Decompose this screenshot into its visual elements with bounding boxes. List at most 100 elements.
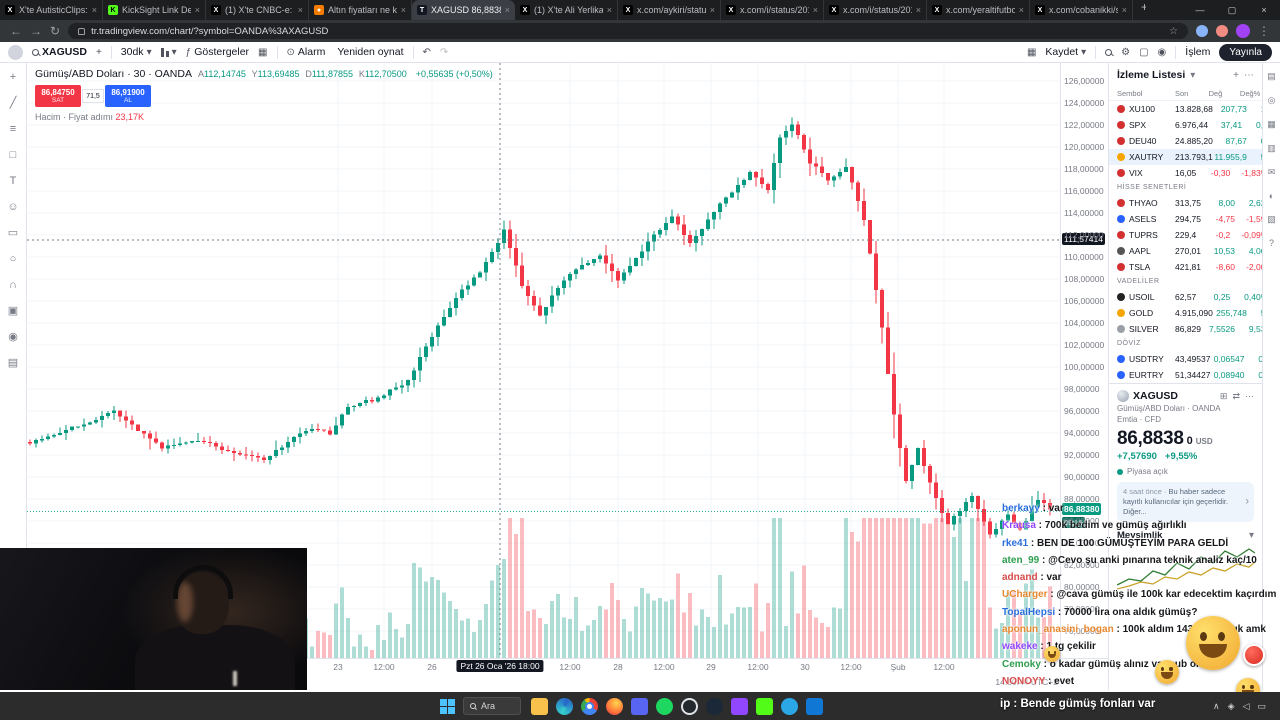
shapes-tool-icon[interactable]: □ <box>9 148 17 161</box>
watchlist-row[interactable]: AAPL 270,01 10,53 4,06% <box>1109 243 1262 259</box>
browser-tab[interactable]: ● Altın fiyatları ne kadar? 3× <box>309 0 412 20</box>
watchlist-row[interactable]: ASELS 294,75 -4,75 -1,59% <box>1109 211 1262 227</box>
browser-tab[interactable]: X X'te AutisticClips: 'Interv× <box>0 0 103 20</box>
minimize-button[interactable]: — <box>1195 5 1205 15</box>
chevron-down-icon[interactable]: ▾ <box>1248 530 1254 542</box>
network-icon[interactable]: ◈ <box>1227 700 1235 711</box>
seasonal-section-title[interactable]: Mevsimlik <box>1117 530 1163 542</box>
fib-tool-icon[interactable]: ≡ <box>9 122 17 135</box>
lock-tool-icon[interactable]: ▣ <box>7 305 19 317</box>
emoji-tool-icon[interactable]: ☺ <box>7 200 19 213</box>
close-button[interactable]: × <box>1261 5 1267 15</box>
extension-icon[interactable] <box>1196 25 1208 37</box>
watchlist-row[interactable]: THYAO 313,75 8,00 2,62% <box>1109 195 1262 211</box>
sell-button[interactable]: 86,84750 SAT <box>35 85 81 107</box>
templates-icon[interactable]: ▦ <box>258 46 268 58</box>
detail-menu-icon[interactable]: ⋯ <box>1245 390 1254 401</box>
telegram-icon[interactable] <box>781 697 798 715</box>
watchlist-row[interactable]: USOIL 62,57 0,25 0,40% <box>1109 289 1262 305</box>
browser-tab[interactable]: Xx.com/yeraltifutbol/statu× <box>927 0 1030 20</box>
snapshot-camera-icon[interactable]: ◉ <box>1157 46 1167 58</box>
fullscreen-icon[interactable]: ▢ <box>1139 46 1149 58</box>
reload-button[interactable]: ↻ <box>50 24 61 38</box>
indicators-button[interactable]: ƒ Göstergeler <box>186 46 249 58</box>
browser-tab[interactable]: Xx.com/i/status/20186188× <box>721 0 824 20</box>
news-card[interactable]: 4 saat önce · Bu haber sadece kayıtlı ku… <box>1117 482 1254 523</box>
watchlist-row[interactable]: SPX 6.976,44 37,41 0,54% <box>1109 117 1262 133</box>
tab-close-icon[interactable]: × <box>1121 5 1127 15</box>
browser-menu-icon[interactable]: ⋮ <box>1258 24 1270 38</box>
cursor-tool-icon[interactable]: + <box>9 70 17 83</box>
new-tab-button[interactable]: + <box>1141 0 1146 14</box>
chrome-icon[interactable] <box>581 697 598 715</box>
calendar-panel-icon[interactable]: ▥ <box>1267 143 1276 153</box>
firefox-icon[interactable] <box>606 697 623 715</box>
symbol-search[interactable]: XAGUSD <box>32 46 87 58</box>
add-symbol-icon[interactable]: + <box>1233 69 1239 81</box>
volume-indicator-label[interactable]: Hacim · Fiyat adımı <box>35 112 114 122</box>
tab-close-icon[interactable]: × <box>709 5 715 15</box>
back-button[interactable]: ← <box>10 24 22 38</box>
extension-icon[interactable] <box>1216 25 1228 37</box>
steam-icon[interactable] <box>706 697 723 715</box>
watchlist-row[interactable]: TUPRS 229,4 -0,2 -0,09% <box>1109 227 1262 243</box>
chart-symbol-title[interactable]: Gümüş/ABD Doları · 30 · OANDA <box>35 68 192 80</box>
url-bar[interactable]: tr.tradingview.com/chart/?symbol=OANDA%3… <box>68 23 1188 39</box>
detail-symbol[interactable]: XAGUSD <box>1133 390 1178 402</box>
undo-icon[interactable]: ↶ <box>422 46 431 58</box>
maximize-button[interactable]: ▢ <box>1227 5 1237 15</box>
watchlist-panel-icon[interactable]: ▤ <box>1267 71 1276 81</box>
tab-close-icon[interactable]: × <box>297 5 303 15</box>
tab-close-icon[interactable]: × <box>812 5 818 15</box>
watchlist-row[interactable]: XU100 13.828,68 207,731,53% <box>1109 101 1262 117</box>
tray-chevron-icon[interactable]: ∧ <box>1213 700 1220 711</box>
folder-icon[interactable] <box>531 697 548 715</box>
obs-icon[interactable] <box>681 697 698 715</box>
settings-gear-icon[interactable]: ⚙ <box>1121 46 1131 58</box>
publish-button[interactable]: Yayınla <box>1219 43 1272 61</box>
screener-panel-icon[interactable]: ▧ <box>1267 214 1276 224</box>
tab-close-icon[interactable]: × <box>504 5 510 15</box>
chevron-down-icon[interactable]: ▾ <box>1190 69 1196 81</box>
tab-close-icon[interactable]: × <box>1018 5 1024 15</box>
trendline-tool-icon[interactable]: ╱ <box>9 97 17 109</box>
hide-tool-icon[interactable]: ◉ <box>8 331 18 343</box>
magnet-tool-icon[interactable]: ∩ <box>9 278 17 291</box>
grid-icon[interactable]: ⊞ <box>1219 390 1228 401</box>
discord-icon[interactable] <box>631 697 648 715</box>
chat-panel-icon[interactable]: ✉ <box>1267 167 1276 177</box>
alerts-panel-icon[interactable]: ◎ <box>1267 95 1276 105</box>
chart-clock[interactable]: 14:50:44 UTC+2 <box>995 677 1058 687</box>
edge-icon[interactable] <box>556 697 573 715</box>
chart-type-selector[interactable]: ▾ <box>160 47 177 58</box>
replay-button[interactable]: Yeniden oynat <box>334 46 403 58</box>
browser-tab[interactable]: X (1) X'te Ali Yerlikaya: 'İsta× <box>515 0 618 20</box>
profile-avatar[interactable] <box>1236 24 1250 38</box>
price-axis[interactable]: 111,57414 86,88380 09:15 126,00000 124,00… <box>1060 63 1108 658</box>
tab-close-icon[interactable]: × <box>606 5 612 15</box>
battery-icon[interactable]: ▭ <box>1257 700 1266 711</box>
watchlist-row[interactable]: SILVER 86,829 7,5526 9,53% <box>1109 321 1262 337</box>
browser-tab[interactable]: K KickSight Link Detector× <box>103 0 206 20</box>
trade-button[interactable]: İşlem <box>1185 46 1211 58</box>
site-info-icon[interactable] <box>78 27 86 35</box>
add-symbol-icon[interactable]: + <box>95 46 102 58</box>
watchlist-menu-icon[interactable]: ⋯ <box>1244 69 1254 81</box>
vscode-icon[interactable] <box>806 697 823 715</box>
watchlist-title[interactable]: İzleme Listesi <box>1117 69 1186 81</box>
twitch-icon[interactable] <box>731 697 748 715</box>
watchlist-row[interactable]: VIX 16,05 -0,30 -1,83% <box>1109 165 1262 181</box>
tab-close-icon[interactable]: × <box>400 5 406 15</box>
buy-button[interactable]: 86,91900 AL <box>105 85 151 107</box>
watchlist-row[interactable]: XAUTRY 213.793,111.955,95,61% <box>1109 149 1262 165</box>
quick-search-icon[interactable] <box>1105 48 1113 56</box>
browser-tab[interactable]: T XAGUSD 86,88380 ▲ +9× <box>412 0 515 20</box>
tab-close-icon[interactable]: × <box>915 5 921 15</box>
trash-tool-icon[interactable]: ▤ <box>7 357 19 369</box>
news-panel-icon[interactable]: ▦ <box>1267 119 1276 129</box>
volume-icon[interactable]: ◁ <box>1242 700 1250 711</box>
forward-button[interactable]: → <box>30 24 42 38</box>
